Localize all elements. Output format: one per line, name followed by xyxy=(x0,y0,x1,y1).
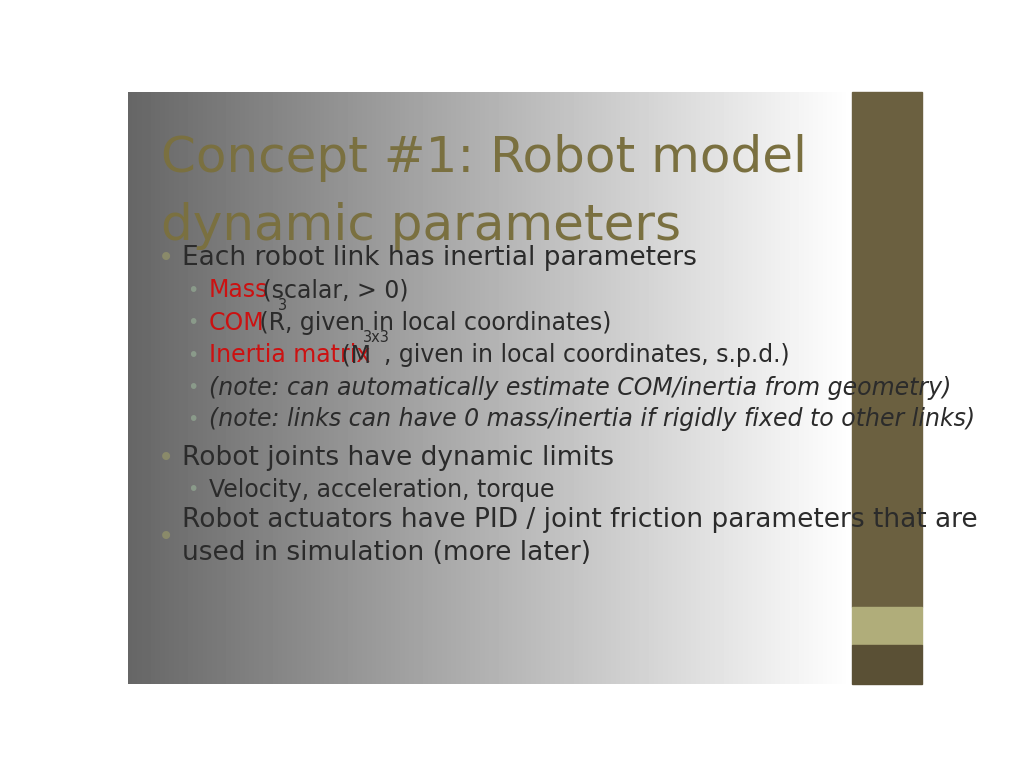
Text: (scalar, > 0): (scalar, > 0) xyxy=(255,278,409,303)
Bar xyxy=(852,645,922,684)
Text: Robot actuators have PID / joint friction parameters that are
used in simulation: Robot actuators have PID / joint frictio… xyxy=(182,508,978,566)
Text: •: • xyxy=(187,313,199,333)
Text: (note: can automatically estimate COM/inertia from geometry): (note: can automatically estimate COM/in… xyxy=(209,376,951,400)
Text: •: • xyxy=(187,281,199,300)
Text: Inertia matrix: Inertia matrix xyxy=(209,343,371,367)
Text: •: • xyxy=(187,480,199,499)
Text: •: • xyxy=(158,243,174,272)
Text: 3x3: 3x3 xyxy=(362,330,389,345)
Text: Velocity, acceleration, torque: Velocity, acceleration, torque xyxy=(209,478,554,502)
Text: , given in local coordinates, s.p.d.): , given in local coordinates, s.p.d.) xyxy=(384,343,790,367)
Text: (R: (R xyxy=(252,311,285,335)
Bar xyxy=(852,607,922,645)
Text: •: • xyxy=(158,444,174,472)
Text: COM: COM xyxy=(209,311,264,335)
Text: 3: 3 xyxy=(278,297,287,313)
Text: Robot joints have dynamic limits: Robot joints have dynamic limits xyxy=(182,445,614,471)
Text: •: • xyxy=(187,346,199,365)
Text: , given in local coordinates): , given in local coordinates) xyxy=(285,311,611,335)
Bar xyxy=(852,92,922,607)
Text: •: • xyxy=(187,379,199,397)
Text: (note: links can have 0 mass/inertia if rigidly fixed to other links): (note: links can have 0 mass/inertia if … xyxy=(209,407,975,431)
Text: Concept #1: Robot model: Concept #1: Robot model xyxy=(162,134,807,181)
Text: Mass: Mass xyxy=(209,278,268,303)
Text: •: • xyxy=(158,523,174,551)
Text: (M: (M xyxy=(334,343,371,367)
Text: Each robot link has inertial parameters: Each robot link has inertial parameters xyxy=(182,245,697,271)
Text: •: • xyxy=(187,409,199,429)
Text: dynamic parameters: dynamic parameters xyxy=(162,201,681,250)
